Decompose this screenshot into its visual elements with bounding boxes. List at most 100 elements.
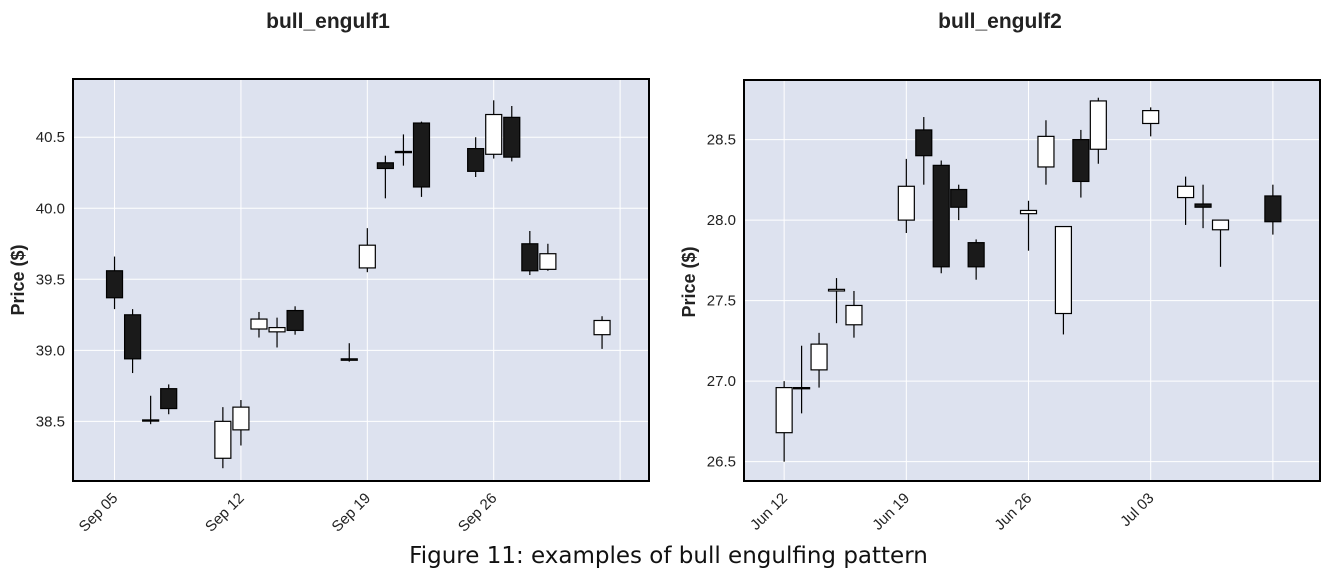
x-ticks: Sep 05 Sep 12 Sep 19 Sep 26 (76, 490, 501, 536)
x-tick-label: Sep 12 (202, 490, 248, 536)
candle-body-up (792, 386, 811, 390)
chart-bull-engulf1: bull_engulf1 Price ($) 38.5 39.0 39.5 40.0 4… (8, 10, 650, 536)
y-tick-label: 40.0 (36, 200, 65, 217)
candle-body-up (593, 319, 611, 336)
candle-body-up (142, 419, 160, 422)
candle (1054, 225, 1073, 335)
y-tick-label: 38.5 (36, 413, 65, 430)
candle-body-down (160, 388, 178, 410)
candle-body-up (1142, 109, 1160, 125)
y-tick-label: 40.5 (36, 129, 65, 146)
candles (775, 97, 1282, 462)
candle-body-up (897, 185, 915, 221)
candle (593, 316, 611, 349)
candle-body-down (1194, 203, 1212, 208)
candle-body-up (485, 113, 503, 155)
candle (503, 105, 521, 162)
candle-body-up (810, 343, 828, 371)
candle-body-up (394, 150, 413, 154)
candle-body-down (286, 309, 304, 332)
y-tick-label: 39.0 (36, 342, 65, 359)
candle-body-up (232, 406, 250, 431)
candle (340, 343, 358, 362)
candle-body-up (250, 318, 268, 330)
chart-bull-engulf2: bull_engulf2 Price ($) 26.527.027.528.02… (679, 10, 1321, 534)
candle-body-up (845, 304, 863, 326)
candle (915, 117, 933, 185)
candle (1211, 219, 1230, 267)
candle (1072, 129, 1090, 198)
y-ticks: 26.5 27.0 27.5 28.0 28.5 (707, 132, 736, 471)
candle (142, 395, 160, 425)
candle (521, 230, 539, 276)
candle (268, 317, 286, 348)
candle-body-up (358, 244, 376, 269)
y-tick-label: 28.0 (707, 212, 736, 229)
candles (105, 100, 611, 469)
candle-body-down (1264, 195, 1282, 223)
candle-body-down (967, 242, 985, 268)
candle-body-down (1072, 138, 1090, 183)
candle (232, 400, 250, 446)
candle-body-down (123, 314, 142, 360)
x-tick-label: Sep 05 (76, 490, 122, 536)
y-tick-label: 28.5 (707, 132, 736, 149)
candle-body-up (539, 253, 557, 270)
candle-body-down (376, 162, 394, 170)
candle-body-up (1019, 209, 1038, 215)
candle (1194, 184, 1212, 229)
candle-body-down (340, 358, 358, 361)
candle (376, 155, 394, 199)
candle (286, 306, 304, 335)
x-tick-label: Jul 03 (1117, 490, 1157, 530)
candle (160, 384, 178, 415)
x-ticks: Jun 12 Jun 19 Jun 26 Jul 03 (747, 490, 1157, 534)
candle-body-down (950, 188, 968, 208)
candle (539, 243, 557, 271)
candle (412, 121, 431, 197)
candle (950, 184, 968, 221)
candle-body-up (1211, 219, 1230, 231)
candle-body-up (1054, 225, 1073, 315)
candle (1176, 176, 1195, 225)
candle (1019, 200, 1038, 251)
x-tick-label: Jun 26 (991, 490, 1035, 534)
candle (1037, 120, 1055, 185)
candle (1142, 107, 1160, 137)
candle-body-up (775, 386, 793, 434)
grid-lines (744, 80, 1320, 481)
candle-body-down (915, 129, 933, 157)
candle (775, 381, 793, 462)
plot-area (73, 79, 649, 481)
candle (1089, 97, 1107, 164)
plot-frame (72, 78, 650, 482)
candle (827, 278, 846, 324)
y-ticks: 38.5 39.0 39.5 40.0 40.5 (36, 129, 65, 430)
candle-body-down (521, 243, 539, 272)
chart-title: bull_engulf2 (938, 10, 1062, 33)
candle-body-down (105, 270, 124, 299)
x-tick-label: Jun 12 (747, 490, 791, 534)
candle-body-up (1089, 100, 1107, 150)
candle (932, 160, 950, 274)
candle-body-up (1176, 185, 1195, 199)
candle (467, 137, 485, 178)
candle-body-down (932, 164, 950, 268)
plot-area (744, 80, 1320, 481)
candle (967, 239, 985, 280)
x-tick-label: Jun 19 (869, 490, 913, 534)
figure-caption: Figure 11: examples of bull engulfing pa… (409, 543, 928, 569)
candle (250, 311, 268, 338)
candle (123, 309, 142, 374)
y-axis-label: Price ($) (8, 244, 28, 315)
candle-body-up (268, 326, 286, 333)
charts-canvas: bull_engulf1 Price ($) 38.5 39.0 39.5 40.0 4… (8, 10, 1321, 536)
candle (105, 256, 124, 310)
y-tick-label: 27.0 (707, 373, 736, 390)
candle-body-up (1037, 135, 1055, 168)
candle-body-down (467, 148, 485, 172)
x-tick-label: Sep 19 (329, 490, 375, 536)
candle (810, 332, 828, 388)
plot-frame (743, 79, 1321, 482)
candle (358, 228, 376, 273)
